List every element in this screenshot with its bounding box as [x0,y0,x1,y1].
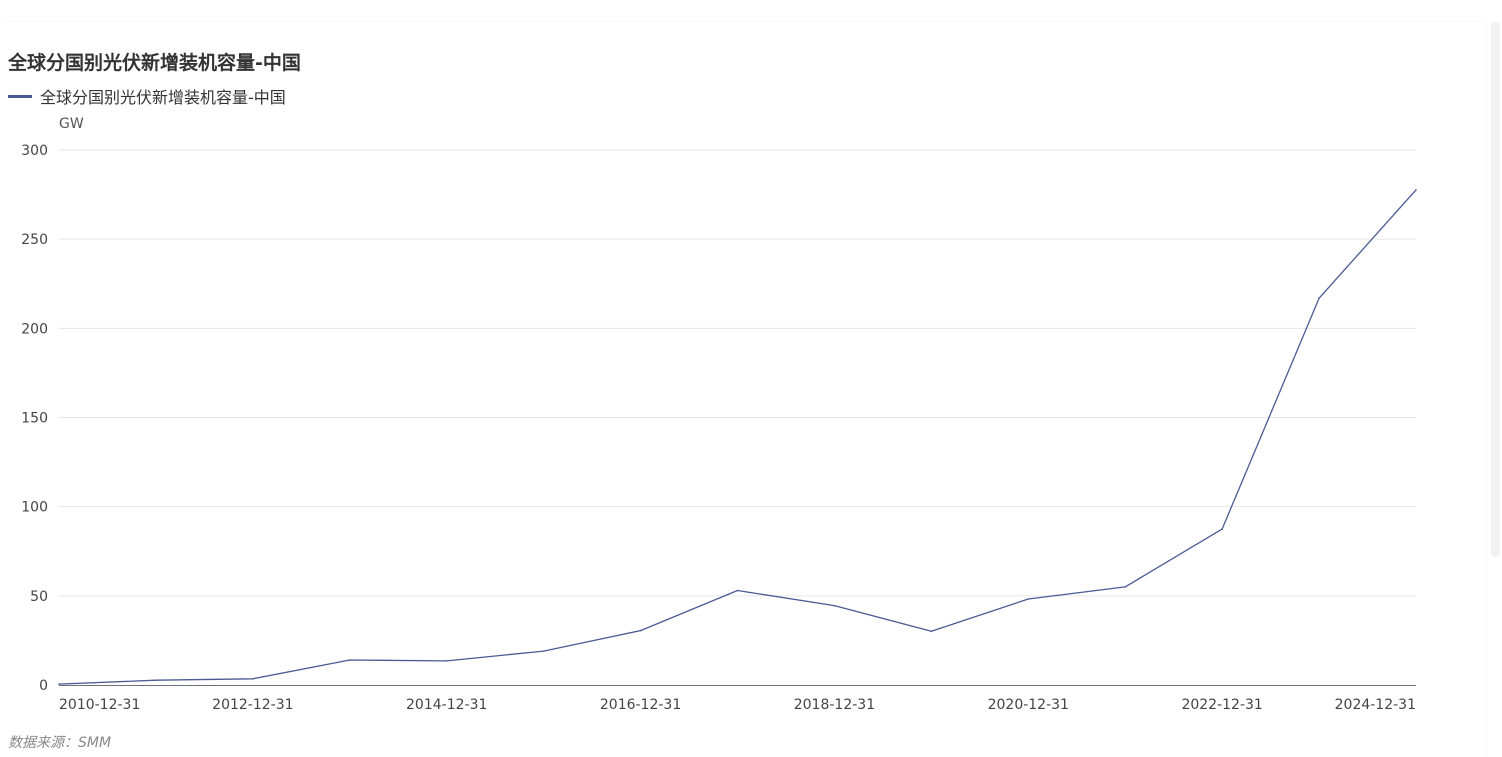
x-tick-label: 2012-12-31 [212,697,293,713]
data-point [930,630,933,633]
data-point [1415,189,1417,191]
chart-card [0,22,1486,757]
data-point [639,629,642,632]
y-tick-label: 100 [21,500,48,516]
data-point [348,659,351,661]
x-tick-label: 2022-12-31 [1181,697,1262,713]
legend-label: 全球分国别光伏新增装机容量-中国 [40,88,286,107]
data-point [1027,598,1030,600]
x-tick-label: 2010-12-31 [59,697,140,713]
series-line [58,189,1417,685]
data-point [1124,586,1127,588]
x-tick-label: 2018-12-31 [794,697,875,713]
x-tick-label: 2014-12-31 [406,697,487,713]
y-axis-unit: GW [59,116,84,132]
x-tick-label: 2016-12-31 [600,697,681,713]
legend[interactable]: 全球分国别光伏新增装机容量-中国 [8,86,286,107]
chart-title: 全球分国别光伏新增装机容量-中国 [8,52,301,74]
x-tick-label: 2024-12-31 [1335,697,1416,713]
legend-line-swatch [8,94,32,98]
x-tick-label: 2020-12-31 [988,697,1069,713]
data-point [445,660,448,662]
data-point [736,589,739,592]
y-tick-label: 0 [39,678,48,694]
y-tick-label: 200 [21,321,48,337]
data-source: 数据来源：SMM [8,735,112,751]
data-point [155,679,157,681]
data-point [833,604,836,607]
y-tick-label: 50 [30,589,48,605]
data-point [252,677,254,680]
scrollbar[interactable] [1491,22,1500,557]
y-tick-label: 250 [21,232,48,248]
data-point [542,650,545,652]
data-point [1318,297,1320,299]
y-tick-label: 300 [21,143,48,159]
data-point [1221,528,1223,530]
data-point [58,683,60,685]
y-tick-label: 150 [21,411,48,427]
